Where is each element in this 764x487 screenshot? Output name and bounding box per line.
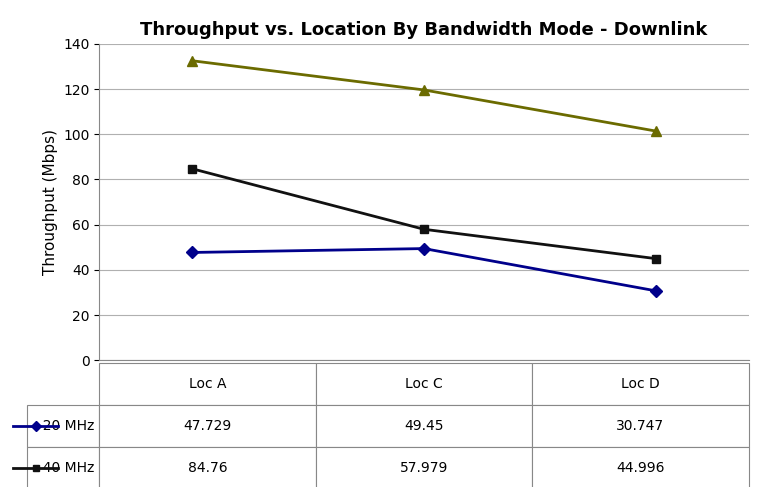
X-axis label: Location: Location	[387, 383, 461, 398]
Y-axis label: Throughput (Mbps): Throughput (Mbps)	[43, 129, 57, 275]
Title: Throughput vs. Location By Bandwidth Mode - Downlink: Throughput vs. Location By Bandwidth Mod…	[141, 21, 707, 39]
